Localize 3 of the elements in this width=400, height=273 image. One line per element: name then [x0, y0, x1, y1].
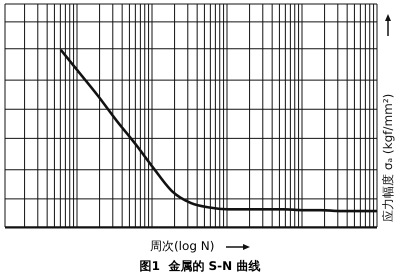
x-axis-title: 周次(log N) — [150, 238, 214, 255]
text: 图1 金属的 S-N 曲线 — [138, 258, 262, 273]
y-axis-title: 应力幅度 σₐ (kgf/mm²) — [381, 94, 395, 222]
